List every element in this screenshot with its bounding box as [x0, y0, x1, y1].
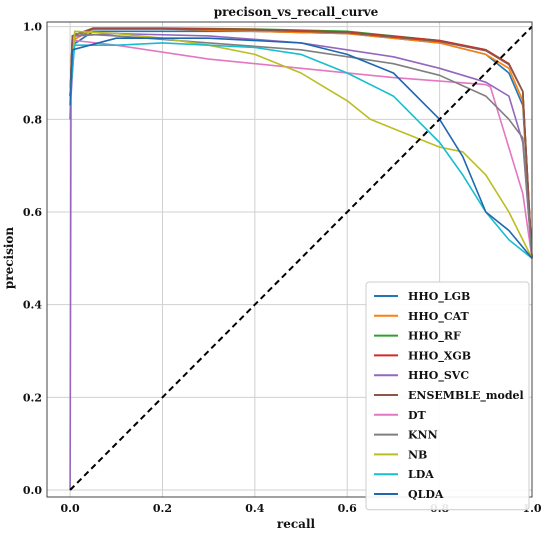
x-tick-label: 0.2: [153, 502, 172, 515]
chart-title: precison_vs_recall_curve: [214, 5, 379, 20]
legend-box: [365, 281, 530, 511]
series-line-hho-cat: [69, 28, 533, 259]
legend-label: KNN: [408, 429, 438, 442]
plot-frame: [46, 21, 533, 498]
legend-label: LDA: [408, 468, 434, 481]
y-tick-label: 0.0: [23, 484, 42, 497]
legend-label: HHO_XGB: [408, 349, 471, 363]
y-tick-label: 0.2: [23, 391, 42, 404]
legend: HHO_LGB HHO_CAT HHO_RF HHO_XGB HHO_SVC ENSEMB…: [365, 281, 530, 511]
series-line-lda: [69, 42, 533, 259]
y-axis-label: precision: [2, 227, 16, 290]
x-tick-label: 0.4: [245, 502, 264, 515]
diagonal-reference-line: [69, 25, 533, 491]
x-tick-label: 0.6: [338, 502, 357, 515]
series-line-nb: [69, 30, 533, 259]
legend-label: DT: [408, 409, 427, 422]
x-tick-label: 0.0: [61, 502, 80, 515]
series-line-hho-xgb: [69, 27, 533, 259]
legend-label: QLDA: [408, 488, 444, 501]
series-line-knn: [69, 32, 533, 259]
legend-label: HHO_SVC: [408, 369, 469, 383]
y-tick-label: 0.6: [23, 206, 42, 219]
legend-label: HHO_RF: [408, 330, 461, 344]
y-tick-label: 0.4: [23, 299, 42, 312]
x-axis-label: recall: [277, 517, 316, 531]
y-ticks: 0.0 0.2 0.4 0.6 0.8 1.0: [23, 21, 42, 497]
curves: [69, 25, 533, 491]
series-line-hho-lgb: [69, 30, 533, 259]
legend-label: ENSEMBLE_model: [408, 389, 524, 403]
series-line-qlda: [69, 37, 533, 259]
series-line-hho-rf: [69, 27, 533, 259]
legend-label: HHO_CAT: [408, 310, 470, 324]
y-tick-label: 1.0: [23, 21, 42, 34]
legend-label: HHO_LGB: [408, 290, 470, 304]
legend-label: NB: [408, 448, 427, 461]
y-tick-label: 0.8: [23, 113, 42, 126]
series-line-ensemble-model: [69, 28, 533, 259]
